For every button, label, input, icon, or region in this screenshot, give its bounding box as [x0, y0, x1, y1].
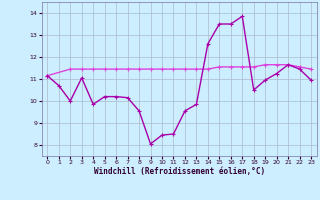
X-axis label: Windchill (Refroidissement éolien,°C): Windchill (Refroidissement éolien,°C) [94, 167, 265, 176]
